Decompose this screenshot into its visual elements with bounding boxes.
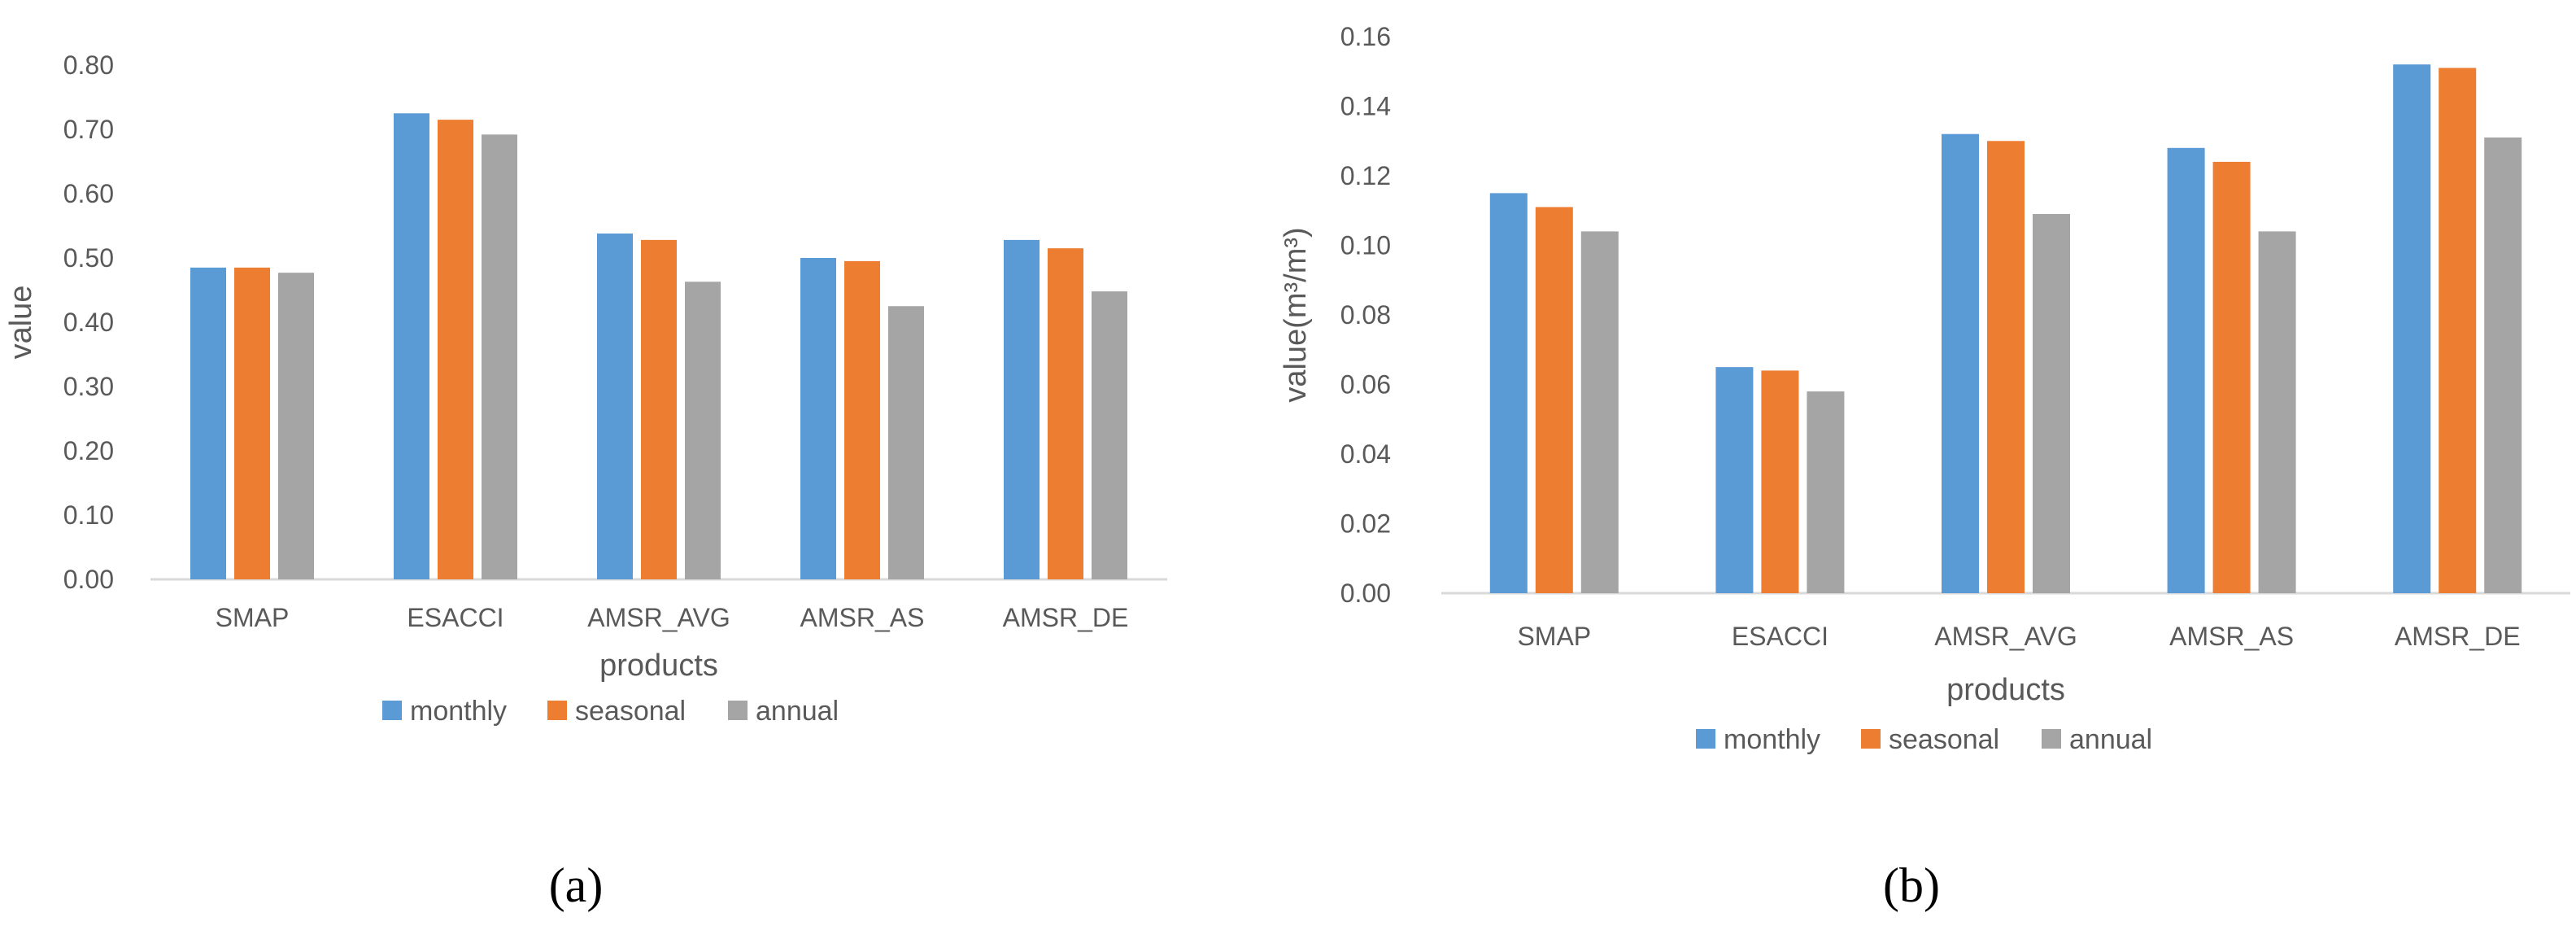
bar-monthly-amsr-avg <box>597 233 633 579</box>
legend-swatch-seasonal <box>547 701 567 720</box>
legend-label-seasonal: seasonal <box>575 696 686 727</box>
y-axis-title: value(m³/m³) <box>1279 227 1313 402</box>
bar-annual-amsr-as <box>888 306 924 579</box>
chart-panel-b: 0.00 0.02 0.04 0.06 0.08 0.10 0.12 0.14 0.16 SMAP… <box>1279 22 2570 912</box>
panel-label: (b) <box>1883 858 1940 912</box>
x-tick-label: AMSR_AVG <box>587 603 730 632</box>
bar-annual-smap <box>1580 231 1619 593</box>
y-axis-title: value <box>4 286 38 360</box>
legend-swatch-annual <box>728 701 748 720</box>
x-tick-label: AMSR_DE <box>1003 603 1129 632</box>
y-tick-label: 0.02 <box>1340 509 1391 539</box>
y-tick-label: 0.00 <box>63 565 114 594</box>
legend-label-seasonal: seasonal <box>1889 724 1999 755</box>
bar-seasonal-smap <box>1535 207 1573 593</box>
bar-seasonal-amsr-avg <box>1987 141 2025 593</box>
bar-seasonal-amsr-de <box>1048 248 1083 579</box>
legend-label-monthly: monthly <box>410 696 507 727</box>
y-tick-label: 0.10 <box>1340 231 1391 260</box>
y-tick-label: 0.08 <box>1340 300 1391 330</box>
y-tick-label: 0.00 <box>1340 579 1391 608</box>
y-tick-label: 0.04 <box>1340 439 1391 469</box>
bar-seasonal-amsr-as <box>2212 161 2251 593</box>
bar-annual-amsr-de <box>1092 291 1127 579</box>
bar-monthly-smap <box>1489 193 1528 593</box>
legend-swatch-monthly <box>382 701 402 720</box>
bar-monthly-smap <box>190 267 226 579</box>
y-tick-label: 0.14 <box>1340 92 1391 121</box>
y-tick-label: 0.20 <box>63 436 114 465</box>
bar-annual-smap <box>278 273 314 579</box>
bar-seasonal-esacci <box>1761 370 1799 593</box>
bar-monthly-esacci <box>1715 367 1754 593</box>
legend-swatch-seasonal <box>1861 729 1881 749</box>
legend-label-monthly: monthly <box>1724 724 1820 755</box>
bar-monthly-amsr-avg <box>1942 133 1979 593</box>
y-tick-label: 0.70 <box>63 115 114 144</box>
bar-seasonal-smap <box>234 267 270 579</box>
panel-label: (a) <box>549 858 604 912</box>
bar-annual-amsr-de <box>2484 137 2522 594</box>
x-axis-title: products <box>1946 673 2065 707</box>
x-tick-label: SMAP <box>1517 622 1591 651</box>
y-tick-label: 0.30 <box>63 372 114 401</box>
x-tick-label: SMAP <box>216 603 290 632</box>
y-tick-label: 0.40 <box>63 308 114 337</box>
bar-annual-amsr-avg <box>685 282 721 579</box>
y-tick-label: 0.80 <box>63 50 114 80</box>
bar-seasonal-amsr-de <box>2439 68 2477 594</box>
y-tick-label: 0.06 <box>1340 370 1391 400</box>
legend-swatch-annual <box>2042 729 2061 749</box>
x-tick-label: ESACCI <box>407 603 503 632</box>
bar-annual-esacci <box>482 134 517 579</box>
bar-seasonal-esacci <box>438 120 473 579</box>
chart-panel-a: 0.00 0.10 0.20 0.30 0.40 0.50 0.60 0.70 0.80 SMAP… <box>4 50 1167 912</box>
bar-annual-amsr-avg <box>2033 214 2070 593</box>
x-axis-title: products <box>599 649 718 683</box>
bar-seasonal-amsr-as <box>844 260 880 579</box>
y-tick-label: 0.60 <box>63 179 114 208</box>
x-tick-label: AMSR_DE <box>2395 622 2521 651</box>
y-tick-label: 0.50 <box>63 243 114 273</box>
x-tick-label: AMSR_AS <box>800 603 925 632</box>
bar-annual-amsr-as <box>2258 231 2296 593</box>
x-tick-label: AMSR_AS <box>2169 622 2294 651</box>
bar-monthly-amsr-de <box>1004 239 1040 579</box>
x-tick-label: ESACCI <box>1732 622 1828 651</box>
bar-monthly-amsr-de <box>2393 64 2431 593</box>
bar-monthly-amsr-as <box>800 258 836 579</box>
legend-label-annual: annual <box>756 696 839 727</box>
y-tick-label: 0.10 <box>63 500 114 530</box>
bar-monthly-esacci <box>394 113 429 579</box>
legend-swatch-monthly <box>1696 729 1715 749</box>
legend-label-annual: annual <box>2069 724 2152 755</box>
y-tick-label: 0.16 <box>1340 22 1391 51</box>
bar-seasonal-amsr-avg <box>641 239 677 579</box>
bar-monthly-amsr-as <box>2167 147 2205 594</box>
x-tick-label: AMSR_AVG <box>1934 622 2077 651</box>
y-tick-label: 0.12 <box>1340 161 1391 190</box>
bar-annual-esacci <box>1807 391 1845 593</box>
